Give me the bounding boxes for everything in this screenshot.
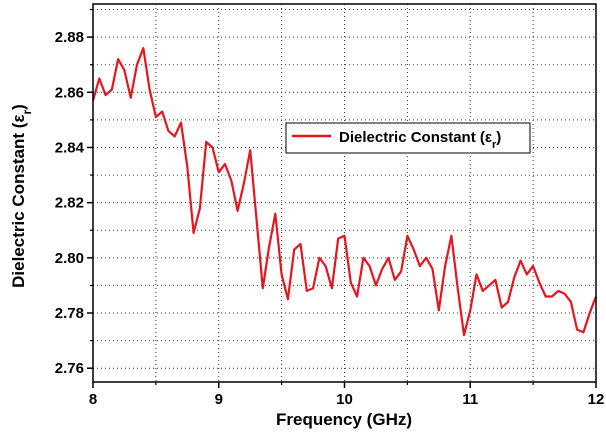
x-axis-title: Frequency (GHz) — [276, 410, 412, 429]
x-tick-label: 12 — [588, 391, 605, 408]
x-tick-label: 8 — [89, 391, 97, 408]
y-tick-label: 2.82 — [55, 195, 84, 212]
series-layer — [91, 46, 598, 337]
legend-label-main: Dielectric Constant (ε — [339, 129, 492, 146]
y-axis-title-main: Dielectric Constant (ε — [9, 114, 28, 287]
legend-box — [285, 122, 531, 154]
y-axis-title-sub: r — [20, 109, 34, 114]
y-axis-title: Dielectric Constant (εr) — [9, 104, 34, 288]
x-tick-label: 11 — [462, 391, 478, 408]
x-tick-label: 10 — [336, 391, 353, 408]
y-tick-label: 2.80 — [55, 250, 84, 267]
y-tick-label: 2.76 — [55, 360, 84, 377]
y-tick-label: 2.86 — [55, 84, 84, 101]
legend: Dielectric Constant (εr) — [285, 122, 531, 154]
y-tick-label: 2.78 — [55, 305, 84, 322]
y-axis-title-close: ) — [9, 104, 28, 110]
series-line — [91, 46, 598, 337]
legend-label-close: ) — [496, 129, 501, 146]
y-tick-label: 2.88 — [55, 29, 84, 46]
x-tick-label: 9 — [215, 391, 223, 408]
legend-label-sub: r — [492, 139, 497, 151]
tick-marks — [87, 8, 597, 388]
legend-label: Dielectric Constant (εr) — [339, 129, 501, 151]
tick-labels: 8 9 10 11 12 2.76 2.78 2.80 2.82 2.84 2.86 2.88 — [55, 29, 605, 408]
y-tick-label: 2.84 — [55, 139, 85, 156]
